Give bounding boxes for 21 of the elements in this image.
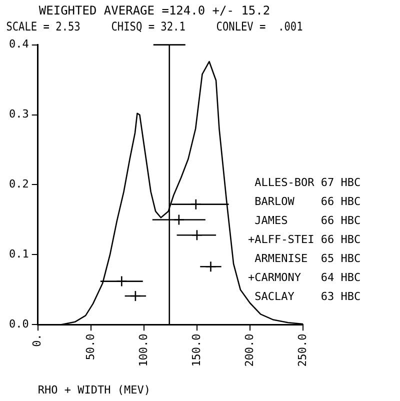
chart-title: WEIGHTED AVERAGE =124.0 +/- 15.2: [38, 3, 270, 18]
annotation: BARLOW 66 HBC: [248, 194, 361, 208]
y-tick-label: 0.2: [8, 178, 29, 191]
x-tick-label: 100.0: [136, 334, 150, 367]
x-tick-label: 0.: [30, 334, 44, 347]
x-tick-label: 50.0: [84, 334, 97, 360]
x-axis-title: RHO + WIDTH (MEV): [38, 383, 150, 396]
y-tick-label: 0.4: [8, 38, 30, 51]
annotation: JAMES 66 HBC: [248, 214, 361, 227]
annotation: ALLES-BOR 67 HBC: [248, 176, 361, 189]
annotation: +ALFF-STEI 66 HBC: [248, 232, 361, 246]
y-tick-label: 0.3: [8, 108, 29, 121]
x-tick-label: 200.0: [242, 334, 256, 367]
annotation: SACLAY 63 HBC: [248, 290, 361, 303]
y-tick-label: 0.0: [8, 318, 29, 331]
y-tick-label: 0.1: [8, 248, 29, 261]
annotation: ARMENISE 65 HBC: [248, 252, 361, 265]
chart-subtitle: SCALE = 2.53 CHISQ = 32.1 CONLEV = .001: [6, 20, 303, 34]
annotation: +CARMONY 64 HBC: [248, 270, 361, 284]
x-tick-label: 250.0: [296, 334, 309, 367]
x-tick-label: 150.0: [190, 334, 203, 367]
